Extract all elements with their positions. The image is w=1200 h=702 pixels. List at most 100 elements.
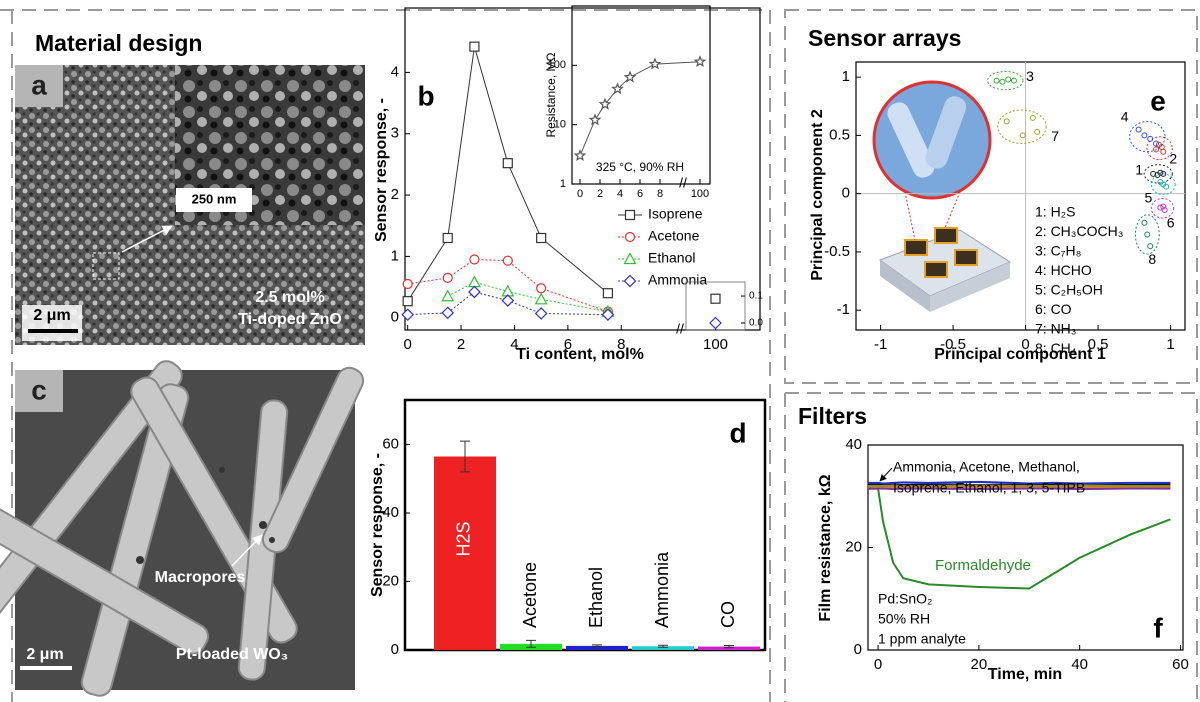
cluster-label: 6 [1167, 215, 1175, 231]
y-tick-label: 20 [382, 572, 399, 589]
y-axis-label: Film resistance, kΩ [817, 474, 834, 621]
data-point [501, 294, 515, 307]
data-point [598, 97, 612, 110]
x-tick-label: 0 [874, 656, 882, 673]
legend-label: 4: HCHO [1035, 262, 1092, 278]
annotation: 325 °C, 90% RH [596, 160, 684, 174]
legend-label: Ethanol [648, 250, 695, 266]
x-tick-label: 0 [1021, 336, 1029, 353]
series-line [868, 480, 1171, 485]
data-point [536, 232, 547, 244]
data-point [601, 308, 615, 322]
bar [566, 645, 628, 650]
data-point [1160, 148, 1167, 155]
note: 50% RH [878, 611, 930, 627]
data-point [1029, 114, 1036, 121]
image-annotation: Macropores [155, 569, 246, 586]
cluster-label: 3 [1026, 68, 1034, 84]
data-point [1141, 132, 1148, 139]
y-tick-label: 10 [554, 119, 566, 131]
y-tick-label: 3 [391, 125, 399, 142]
cluster-outline [997, 109, 1047, 144]
data-point [1003, 118, 1010, 125]
data-point [1135, 126, 1142, 133]
error-bar [526, 639, 536, 648]
x-tick-label: 4 [510, 336, 518, 353]
axis-break: // [676, 321, 684, 337]
section-heading: Sensor arrays [808, 25, 961, 51]
y-axis-label: Principal component 2 [809, 109, 826, 281]
annotation: Isoprene, Ethanol, 1, 3, 5-TIPB [893, 480, 1085, 496]
cluster-outline [1150, 197, 1175, 219]
scale-label: 250 nm [192, 191, 237, 206]
data-point [402, 278, 413, 290]
data-point [1141, 219, 1148, 226]
category-label: CO [718, 601, 738, 628]
x-axis-label: Principal component 1 [934, 346, 1106, 363]
sem-image-c: c Macropores 2 μm Pt-loaded WO₃ [0, 360, 365, 697]
data-point [648, 57, 662, 70]
data-point [534, 307, 548, 320]
data-point [1034, 128, 1041, 135]
plot-frame [571, 5, 711, 185]
x-tick-label: 20 [971, 656, 988, 673]
y-tick-label: 0.0 [749, 318, 763, 329]
y-tick-label: 100 [548, 59, 566, 71]
data-point [710, 293, 721, 304]
y-tick-label: 0 [391, 641, 399, 658]
x-tick-label: 6 [637, 188, 643, 200]
legend-label: 5: C₂H₅OH [1035, 282, 1103, 298]
data-point [441, 289, 455, 302]
y-tick-label: 20 [845, 538, 862, 555]
x-tick-label: 1 [1166, 336, 1174, 353]
y-tick-label: 40 [382, 504, 399, 521]
category-label: Ethanol [586, 567, 606, 628]
section-heading: Material design [35, 30, 202, 56]
data-point [693, 55, 707, 68]
data-point [1147, 135, 1154, 142]
data-point [1163, 183, 1170, 190]
series-line [868, 487, 1171, 491]
series-line [868, 483, 1171, 486]
data-point [468, 285, 481, 299]
panel-label: b [417, 80, 434, 111]
bar [632, 646, 694, 650]
data-point [467, 275, 481, 288]
y-tick-label: 1 [560, 178, 566, 190]
data-point [1157, 169, 1164, 176]
error-bar [724, 645, 734, 649]
cluster-label: 1 [1135, 161, 1143, 177]
y-tick-label: 1 [391, 247, 399, 264]
category-label: Acetone [520, 562, 540, 628]
y-tick-label: -1 [837, 301, 850, 318]
data-point [709, 316, 722, 330]
data-point [401, 308, 415, 322]
x-tick-label: 0 [577, 188, 583, 200]
data-point [442, 232, 453, 244]
legend-label: 1: H₂S [1035, 204, 1075, 220]
data-point [442, 272, 453, 283]
data-point [1144, 231, 1151, 238]
sensor-illustration [872, 80, 1012, 312]
data-point [1161, 206, 1168, 213]
x-tick-label: 0 [403, 336, 411, 353]
data-point [993, 77, 1000, 84]
error-bar [658, 644, 668, 648]
y-tick-label: 4 [391, 63, 399, 80]
scale-label: 2 μm [33, 307, 70, 324]
bar [698, 646, 760, 650]
data-point [1005, 76, 1012, 83]
x-tick-label: 6 [564, 336, 572, 353]
cluster-label: 7 [1051, 128, 1059, 144]
x-tick-label: 100 [691, 188, 709, 200]
cluster-label: 4 [1121, 108, 1129, 124]
series-line [868, 484, 1171, 487]
cluster-outline [1129, 121, 1166, 153]
x-tick-label: 8 [657, 188, 663, 200]
data-point [611, 82, 624, 95]
y-tick-label: 0 [391, 309, 399, 326]
image-caption: 2.5 mol% [255, 289, 324, 306]
legend-label: 7: NH₃ [1035, 321, 1077, 337]
y-tick-label: 0 [842, 185, 850, 202]
